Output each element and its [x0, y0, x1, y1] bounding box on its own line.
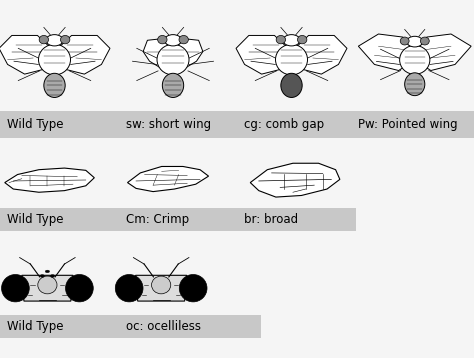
Polygon shape [128, 166, 209, 192]
Text: oc: ocelliless: oc: ocelliless [126, 320, 201, 333]
Text: cg: comb gap: cg: comb gap [244, 118, 324, 131]
Text: Wild Type: Wild Type [7, 213, 64, 226]
Polygon shape [250, 163, 340, 197]
Polygon shape [136, 275, 187, 301]
Ellipse shape [405, 73, 425, 96]
Ellipse shape [179, 275, 207, 302]
Ellipse shape [50, 275, 55, 277]
Ellipse shape [420, 37, 429, 45]
Text: Wild Type: Wild Type [7, 118, 64, 131]
Polygon shape [415, 34, 471, 71]
Polygon shape [173, 39, 203, 68]
Ellipse shape [281, 73, 302, 97]
Polygon shape [0, 35, 55, 74]
Ellipse shape [157, 44, 189, 75]
Ellipse shape [61, 35, 70, 44]
Bar [0, 111, 474, 138]
Polygon shape [236, 35, 292, 74]
Ellipse shape [283, 35, 300, 46]
Polygon shape [143, 39, 173, 68]
Ellipse shape [1, 275, 29, 302]
Ellipse shape [40, 275, 45, 277]
Ellipse shape [407, 36, 423, 47]
Ellipse shape [162, 73, 183, 97]
Bar [0, 315, 261, 338]
Bar [0, 208, 356, 231]
Ellipse shape [39, 35, 48, 44]
Ellipse shape [400, 45, 430, 74]
Ellipse shape [152, 276, 171, 294]
Polygon shape [22, 275, 73, 301]
Ellipse shape [115, 275, 143, 302]
Ellipse shape [44, 73, 65, 97]
Text: br: broad: br: broad [244, 213, 298, 226]
Ellipse shape [164, 35, 182, 46]
Ellipse shape [400, 37, 409, 45]
Polygon shape [292, 35, 347, 74]
Ellipse shape [38, 44, 71, 75]
Ellipse shape [46, 35, 63, 46]
Ellipse shape [158, 35, 167, 44]
Ellipse shape [275, 44, 308, 75]
Ellipse shape [179, 35, 188, 44]
Ellipse shape [276, 35, 285, 44]
Ellipse shape [46, 270, 50, 273]
Text: Wild Type: Wild Type [7, 320, 64, 333]
Ellipse shape [298, 35, 307, 44]
Polygon shape [55, 35, 110, 74]
Ellipse shape [38, 276, 57, 294]
Text: Pw: Pointed wing: Pw: Pointed wing [358, 118, 457, 131]
Text: Cm: Crimp: Cm: Crimp [126, 213, 189, 226]
Polygon shape [358, 34, 415, 71]
Text: sw: short wing: sw: short wing [126, 118, 211, 131]
Polygon shape [5, 168, 94, 192]
Ellipse shape [65, 275, 93, 302]
